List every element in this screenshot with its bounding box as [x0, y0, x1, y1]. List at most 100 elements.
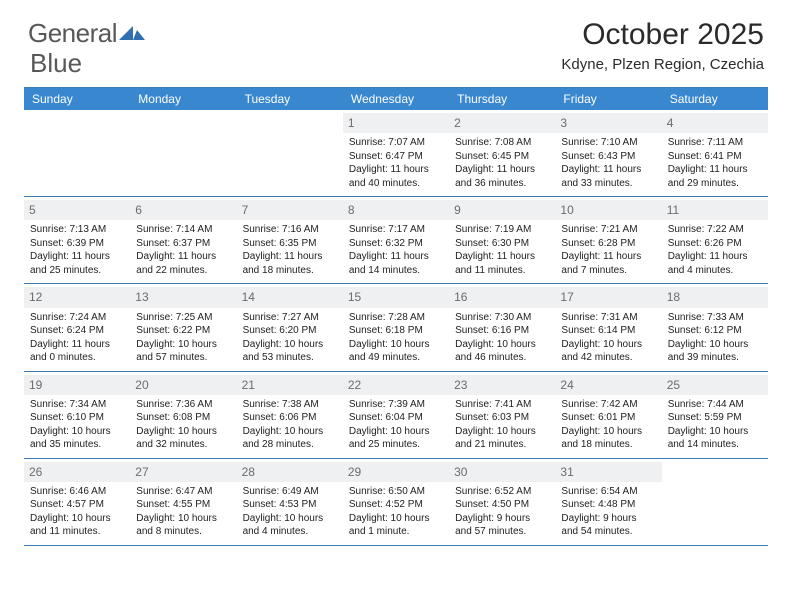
day-header: Thursday	[449, 88, 555, 110]
day-number: 9	[449, 200, 555, 220]
day-number: 1	[343, 113, 449, 133]
day-number: 21	[237, 375, 343, 395]
sunset-text: Sunset: 6:14 PM	[561, 324, 655, 338]
sunrise-text: Sunrise: 7:44 AM	[668, 398, 762, 412]
sunset-text: Sunset: 6:22 PM	[136, 324, 230, 338]
daylight-text: Daylight: 11 hours and 4 minutes.	[668, 250, 762, 277]
day-header: Sunday	[24, 88, 130, 110]
week-row: 12Sunrise: 7:24 AMSunset: 6:24 PMDayligh…	[24, 284, 768, 371]
logo-mark-icon	[119, 18, 145, 49]
sunset-text: Sunset: 6:41 PM	[668, 150, 762, 164]
daylight-text: Daylight: 10 hours and 32 minutes.	[136, 425, 230, 452]
sunrise-text: Sunrise: 7:34 AM	[30, 398, 124, 412]
day-number: 16	[449, 287, 555, 307]
sunrise-text: Sunrise: 7:30 AM	[455, 311, 549, 325]
day-cell: 21Sunrise: 7:38 AMSunset: 6:06 PMDayligh…	[237, 372, 343, 458]
sunrise-text: Sunrise: 7:08 AM	[455, 136, 549, 150]
day-cell: 29Sunrise: 6:50 AMSunset: 4:52 PMDayligh…	[343, 459, 449, 545]
day-number: 12	[24, 287, 130, 307]
day-cell: 11 Sunrise: 7:22 AMSunset: 6:26 PMDayligh…	[662, 197, 768, 283]
day-cell: 16 Sunrise: 7:30 AMSunset: 6:16 PMDayligh…	[449, 284, 555, 370]
sunrise-text: Sunrise: 7:42 AM	[561, 398, 655, 412]
day-cell: 6Sunrise: 7:14 AMSunset: 6:37 PMDaylight…	[130, 197, 236, 283]
logo: General	[28, 18, 145, 49]
sunrise-text: Sunrise: 7:41 AM	[455, 398, 549, 412]
day-number: 15	[343, 287, 449, 307]
sunrise-text: Sunrise: 7:07 AM	[349, 136, 443, 150]
daylight-text: Daylight: 11 hours and 0 minutes.	[30, 338, 124, 365]
logo-text-a: General	[28, 18, 117, 49]
sunset-text: Sunset: 6:26 PM	[668, 237, 762, 251]
week-row: 26Sunrise: 6:46 AMSunset: 4:57 PMDayligh…	[24, 459, 768, 546]
day-cell: 28Sunrise: 6:49 AMSunset: 4:53 PMDayligh…	[237, 459, 343, 545]
day-cell: 30Sunrise: 6:52 AMSunset: 4:50 PMDayligh…	[449, 459, 555, 545]
day-number: 17	[555, 287, 661, 307]
daylight-text: Daylight: 11 hours and 7 minutes.	[561, 250, 655, 277]
daylight-text: Daylight: 9 hours and 54 minutes.	[561, 512, 655, 539]
day-number: 6	[130, 200, 236, 220]
sunrise-text: Sunrise: 7:11 AM	[668, 136, 762, 150]
daylight-text: Daylight: 11 hours and 29 minutes.	[668, 163, 762, 190]
day-header: Friday	[555, 88, 661, 110]
day-number: 11	[662, 200, 768, 220]
daylight-text: Daylight: 10 hours and 28 minutes.	[243, 425, 337, 452]
sunrise-text: Sunrise: 7:16 AM	[243, 223, 337, 237]
day-cell: 9 Sunrise: 7:19 AMSunset: 6:30 PMDaylight…	[449, 197, 555, 283]
sunrise-text: Sunrise: 6:46 AM	[30, 485, 124, 499]
page-title: October 2025	[561, 18, 764, 52]
day-number: 13	[130, 287, 236, 307]
day-cell: .	[24, 110, 130, 196]
sunset-text: Sunset: 4:57 PM	[30, 498, 124, 512]
sunset-text: Sunset: 6:12 PM	[668, 324, 762, 338]
sunrise-text: Sunrise: 7:24 AM	[30, 311, 124, 325]
sunset-text: Sunset: 6:10 PM	[30, 411, 124, 425]
sunrise-text: Sunrise: 7:31 AM	[561, 311, 655, 325]
daylight-text: Daylight: 11 hours and 25 minutes.	[30, 250, 124, 277]
sunrise-text: Sunrise: 6:50 AM	[349, 485, 443, 499]
daylight-text: Daylight: 10 hours and 46 minutes.	[455, 338, 549, 365]
day-cell: 25Sunrise: 7:44 AMSunset: 5:59 PMDayligh…	[662, 372, 768, 458]
day-cell: 10Sunrise: 7:21 AMSunset: 6:28 PMDayligh…	[555, 197, 661, 283]
daylight-text: Daylight: 10 hours and 4 minutes.	[243, 512, 337, 539]
day-number: 7	[237, 200, 343, 220]
day-number: 20	[130, 375, 236, 395]
sunset-text: Sunset: 6:30 PM	[455, 237, 549, 251]
sunset-text: Sunset: 6:18 PM	[349, 324, 443, 338]
day-header: Wednesday	[343, 88, 449, 110]
week-row: ...1Sunrise: 7:07 AMSunset: 6:47 PMDayli…	[24, 110, 768, 197]
sunrise-text: Sunrise: 6:49 AM	[243, 485, 337, 499]
day-cell: 15Sunrise: 7:28 AMSunset: 6:18 PMDayligh…	[343, 284, 449, 370]
sunrise-text: Sunrise: 7:28 AM	[349, 311, 443, 325]
day-number: 24	[555, 375, 661, 395]
daylight-text: Daylight: 10 hours and 35 minutes.	[30, 425, 124, 452]
sunset-text: Sunset: 6:20 PM	[243, 324, 337, 338]
day-number: 29	[343, 462, 449, 482]
sunrise-text: Sunrise: 7:14 AM	[136, 223, 230, 237]
sunrise-text: Sunrise: 6:54 AM	[561, 485, 655, 499]
day-number: 31	[555, 462, 661, 482]
day-cell: 22Sunrise: 7:39 AMSunset: 6:04 PMDayligh…	[343, 372, 449, 458]
sunset-text: Sunset: 6:45 PM	[455, 150, 549, 164]
daylight-text: Daylight: 10 hours and 42 minutes.	[561, 338, 655, 365]
sunset-text: Sunset: 6:24 PM	[30, 324, 124, 338]
sunset-text: Sunset: 4:50 PM	[455, 498, 549, 512]
daylight-text: Daylight: 10 hours and 53 minutes.	[243, 338, 337, 365]
sunset-text: Sunset: 6:16 PM	[455, 324, 549, 338]
day-number: 30	[449, 462, 555, 482]
sunset-text: Sunset: 4:53 PM	[243, 498, 337, 512]
daylight-text: Daylight: 10 hours and 11 minutes.	[30, 512, 124, 539]
sunrise-text: Sunrise: 7:22 AM	[668, 223, 762, 237]
daylight-text: Daylight: 11 hours and 22 minutes.	[136, 250, 230, 277]
sunset-text: Sunset: 5:59 PM	[668, 411, 762, 425]
sunrise-text: Sunrise: 7:38 AM	[243, 398, 337, 412]
daylight-text: Daylight: 11 hours and 18 minutes.	[243, 250, 337, 277]
daylight-text: Daylight: 11 hours and 40 minutes.	[349, 163, 443, 190]
day-cell: 7Sunrise: 7:16 AMSunset: 6:35 PMDaylight…	[237, 197, 343, 283]
daylight-text: Daylight: 11 hours and 11 minutes.	[455, 250, 549, 277]
sunset-text: Sunset: 6:43 PM	[561, 150, 655, 164]
sunrise-text: Sunrise: 6:52 AM	[455, 485, 549, 499]
sunrise-text: Sunrise: 7:19 AM	[455, 223, 549, 237]
sunrise-text: Sunrise: 7:39 AM	[349, 398, 443, 412]
day-cell: 18Sunrise: 7:33 AMSunset: 6:12 PMDayligh…	[662, 284, 768, 370]
sunset-text: Sunset: 6:47 PM	[349, 150, 443, 164]
